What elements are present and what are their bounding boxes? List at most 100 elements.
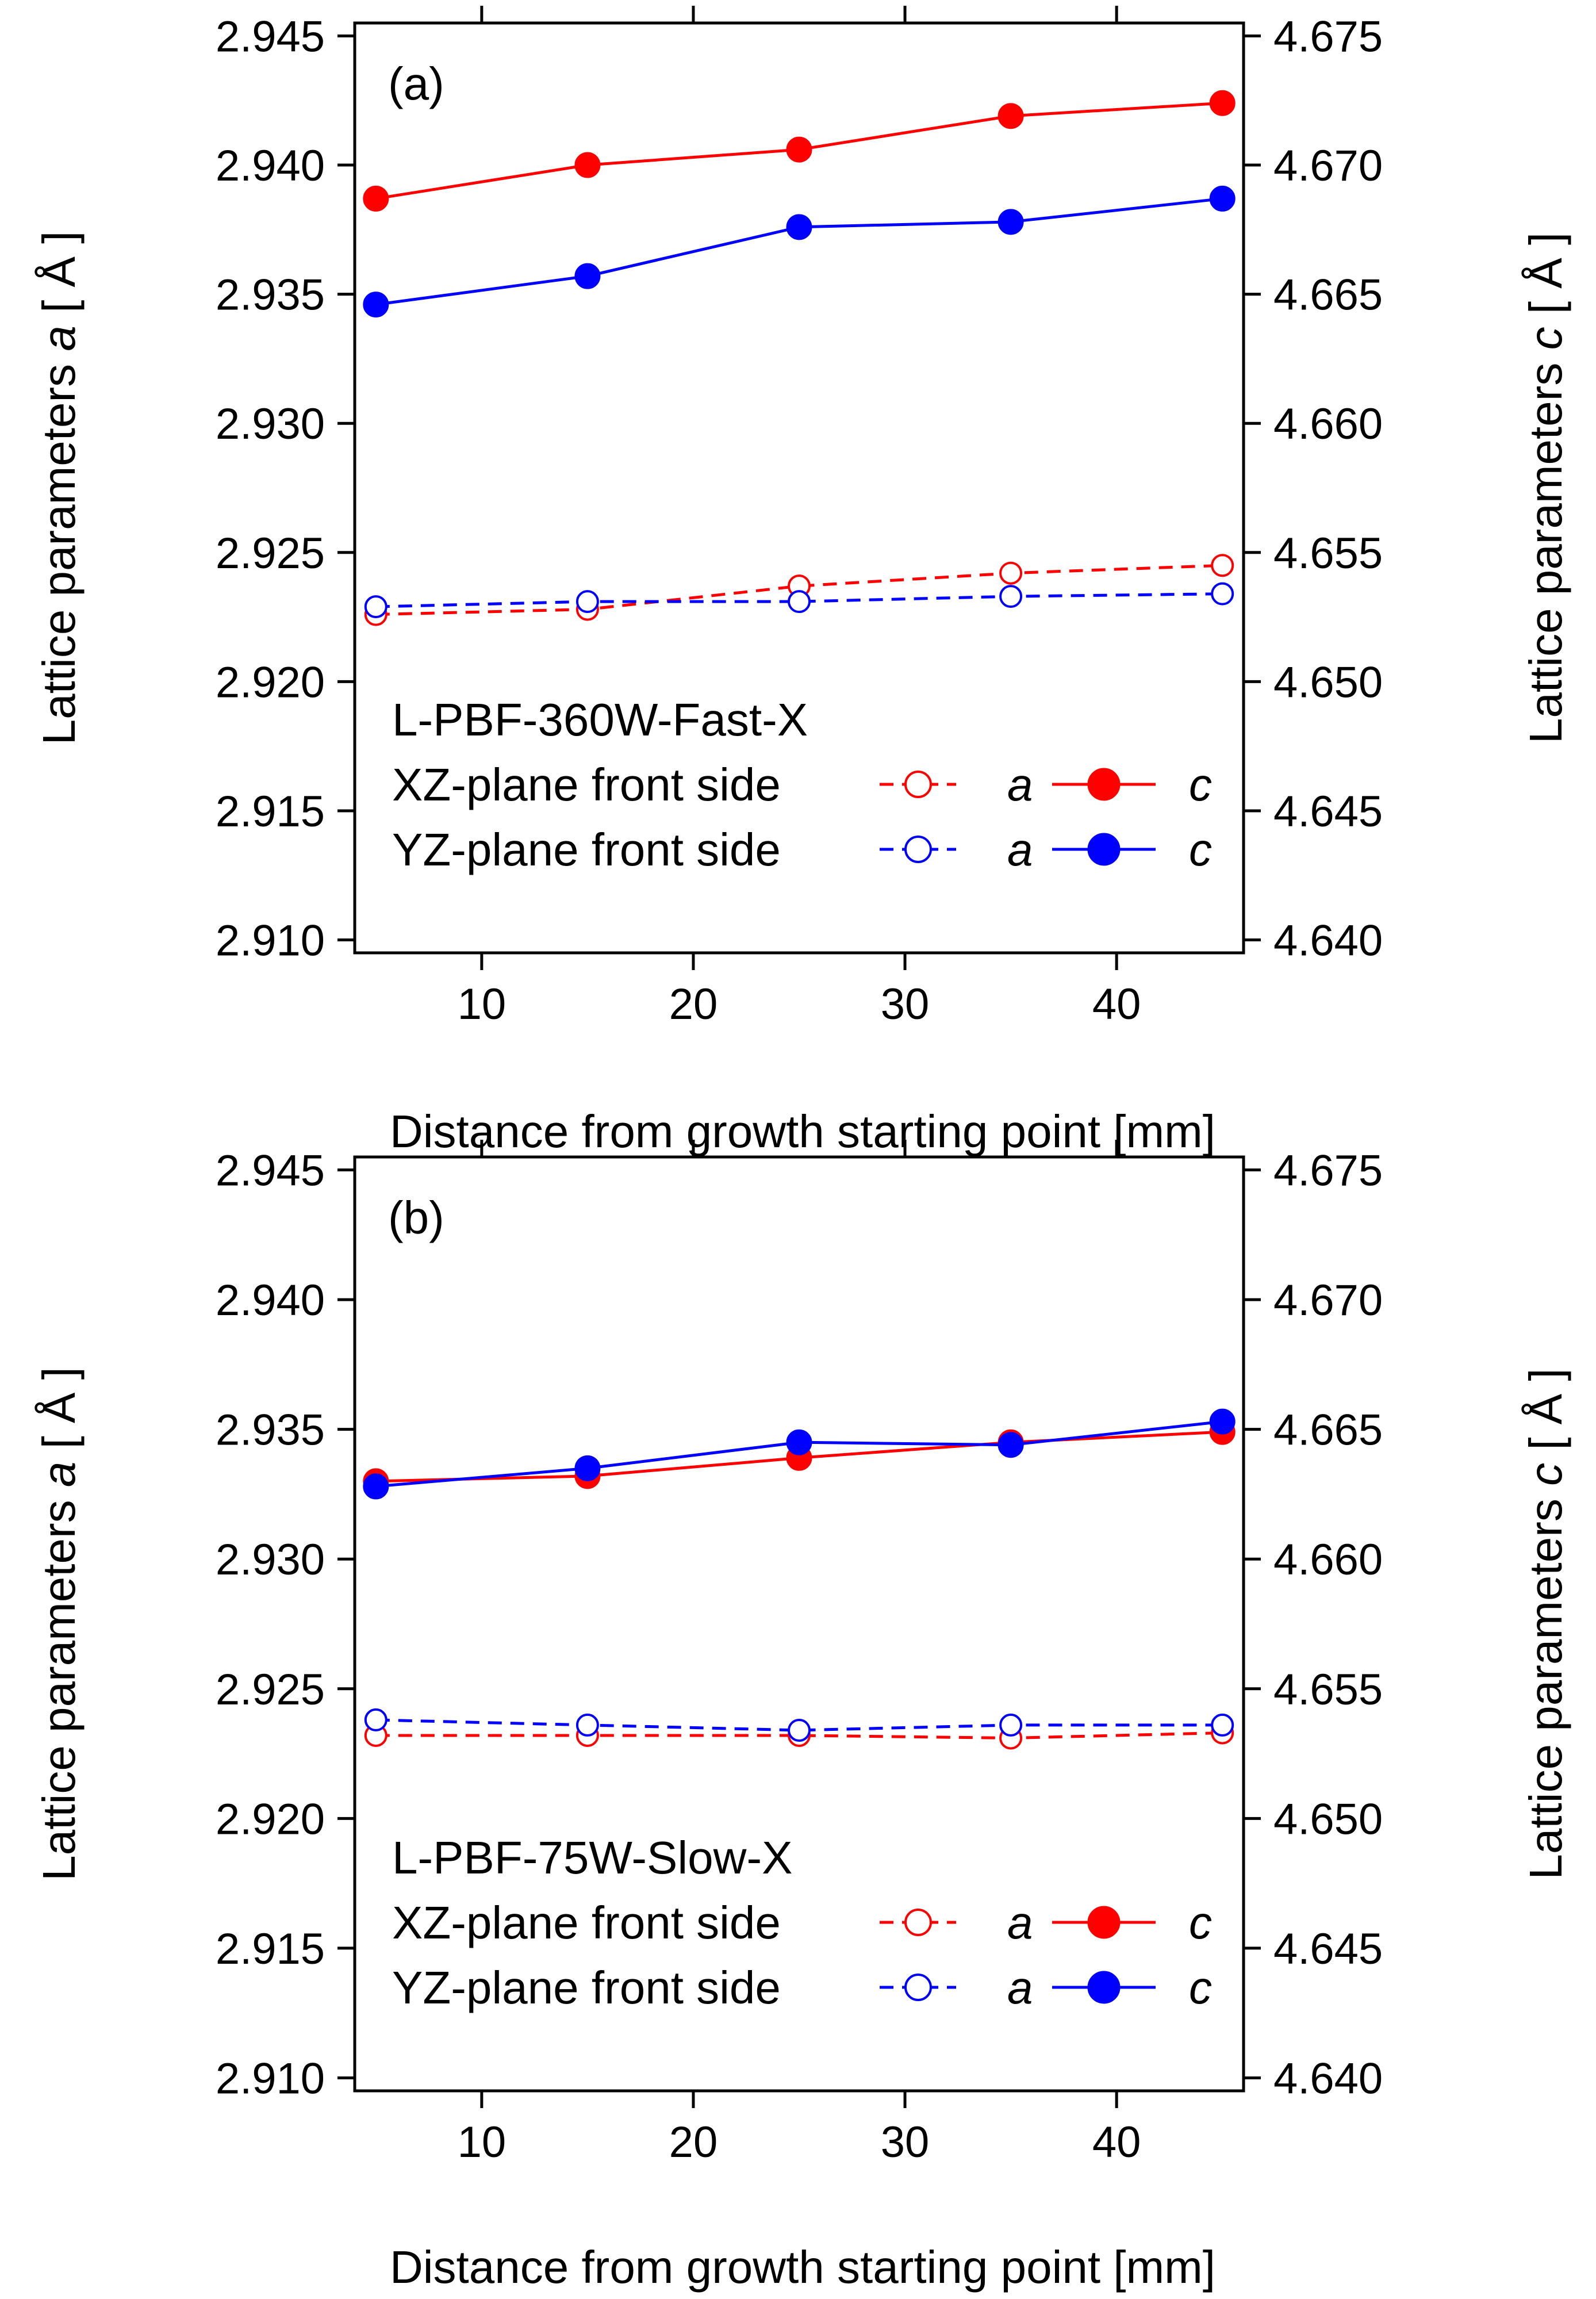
data-point [1211, 554, 1234, 577]
legend-title: L-PBF-360W-Fast-X [392, 694, 808, 745]
y-axis-label-text: Lattice parameters [33, 1487, 85, 1881]
data-point [786, 1429, 812, 1455]
series-yz-plane-front-side-c [363, 1408, 1236, 1500]
y-tick-label-right: 4.645 [1273, 787, 1383, 836]
y-tick-label-left: 2.910 [216, 917, 325, 965]
plot-frame [353, 21, 1245, 955]
series-yz-plane-front-side-a [364, 582, 1234, 619]
legend-var-c: c [1189, 824, 1212, 875]
y-axis-label-var: c [1520, 327, 1571, 350]
panel-label: (a) [388, 58, 444, 109]
data-point [364, 1708, 388, 1731]
y-axis-label-var: a [33, 325, 85, 351]
legend-marker-filled [1087, 1971, 1121, 2004]
data-point [574, 152, 601, 178]
data-point [364, 595, 388, 619]
x-tick-label: 10 [458, 980, 507, 1029]
legend-label: YZ-plane front side [392, 1962, 781, 2013]
y-axis-label-unit: [ Å ] [1520, 1368, 1571, 1463]
y-tick-label-left: 2.940 [216, 1276, 325, 1325]
data-point [998, 1432, 1024, 1458]
data-point [363, 292, 389, 318]
chart-panel-b: 10 20 30 40 2.945 2.940 2.935 2.930 2.925 2.920 2.… [33, 1140, 1571, 2293]
series-yz-plane-front-side-c [363, 185, 1236, 318]
legend-var-a: a [1007, 824, 1033, 875]
y-tick-label-right: 4.655 [1273, 529, 1383, 578]
legend-marker-open [904, 1909, 932, 1936]
y-tick-label-left: 2.925 [216, 529, 325, 578]
series-line [375, 564, 1223, 616]
panel-label: (b) [388, 1192, 444, 1243]
y-axis-label-right: Lattice parameters c [ Å ] [1520, 1368, 1571, 1879]
y-tick-label-left: 2.915 [216, 787, 325, 836]
y-tick-label-right: 4.650 [1273, 658, 1383, 707]
y-tick-label-right: 4.640 [1273, 917, 1383, 965]
data-point [1211, 1713, 1234, 1737]
y-tick-label-right: 4.675 [1273, 1147, 1383, 1196]
data-point [363, 1473, 389, 1500]
y-axis-label-left: Lattice parameters a [ Å ] [33, 1367, 85, 1881]
series-xz-plane-front-side-c [363, 90, 1236, 212]
y-tick-label-right: 4.675 [1273, 12, 1383, 61]
y-tick-label-right: 4.665 [1273, 1406, 1383, 1455]
y-tick-label-left: 2.935 [216, 1406, 325, 1455]
y-tick-label-right: 4.670 [1273, 1276, 1383, 1325]
data-point [1211, 582, 1234, 606]
y-axis-label-var: c [1520, 1463, 1571, 1486]
legend-var-a: a [1007, 1962, 1033, 2013]
y-tick-label-left: 2.915 [216, 1925, 325, 1974]
data-point [574, 263, 601, 289]
series-line [375, 1718, 1223, 1732]
y-axis-label-text: Lattice parameters [33, 351, 85, 745]
y-axis-label-unit: [ Å ] [1520, 232, 1571, 327]
legend: L-PBF-75W-Slow-X XZ-plane front side a c YZ-… [392, 1832, 1212, 2013]
y-tick-label-right: 4.645 [1273, 1925, 1383, 1974]
y-tick-label-right: 4.655 [1273, 1665, 1383, 1714]
legend-title: L-PBF-75W-Slow-X [392, 1832, 792, 1883]
x-axis-label: Distance from growth starting point [mm] [390, 2241, 1215, 2293]
legend-marker-open [904, 771, 932, 798]
data-point [576, 590, 599, 614]
chart-panel-a: 10 20 30 40 2.945 2.940 2.935 2.930 2.925 2.920 2.… [33, 6, 1571, 1157]
y-tick-label-right: 4.670 [1273, 141, 1383, 190]
y-tick-label-left: 2.930 [216, 400, 325, 449]
x-axis-label: Distance from growth starting point [mm] [390, 1106, 1215, 1157]
y-tick-label-right: 4.650 [1273, 1795, 1383, 1844]
legend-marker-open [904, 1974, 932, 2001]
series-yz-plane-front-side-a [364, 1708, 1234, 1742]
series-line [375, 592, 1223, 608]
legend-var-a: a [1007, 759, 1033, 810]
x-tick-label: 30 [881, 2118, 930, 2167]
x-tick-label: 40 [1092, 2118, 1141, 2167]
data-point [998, 209, 1024, 235]
x-tick-label: 10 [458, 2118, 507, 2167]
legend-label: XZ-plane front side [392, 759, 781, 810]
y-tick-label-left: 2.920 [216, 1795, 325, 1844]
data-point [363, 185, 389, 212]
y-tick-label-left: 2.935 [216, 271, 325, 320]
data-point [788, 1718, 811, 1742]
series-xz-plane-front-side-a [364, 554, 1234, 626]
y-tick-label-left: 2.930 [216, 1535, 325, 1584]
data-point [999, 585, 1023, 608]
data-point [788, 590, 811, 614]
y-axis-label-unit: [ Å ] [33, 1367, 85, 1462]
series-line [375, 1731, 1223, 1739]
data-point [576, 1713, 599, 1737]
y-tick-label-right: 4.640 [1273, 2054, 1383, 2103]
x-tick-label: 30 [881, 980, 930, 1029]
y-tick-label-right: 4.660 [1273, 1535, 1383, 1584]
data-point [574, 1455, 601, 1481]
legend-marker-filled [1087, 833, 1121, 866]
data-point [1209, 185, 1236, 212]
y-tick-label-left: 2.940 [216, 141, 325, 190]
legend-var-a: a [1007, 1897, 1033, 1948]
legend-var-c: c [1189, 1897, 1212, 1948]
legend-var-c: c [1189, 759, 1212, 810]
y-axis-label-unit: [ Å ] [33, 231, 85, 326]
legend: L-PBF-360W-Fast-X XZ-plane front side a c YZ… [392, 694, 1212, 875]
legend-var-c: c [1189, 1962, 1212, 2013]
data-point [786, 136, 812, 163]
data-point [999, 561, 1023, 585]
